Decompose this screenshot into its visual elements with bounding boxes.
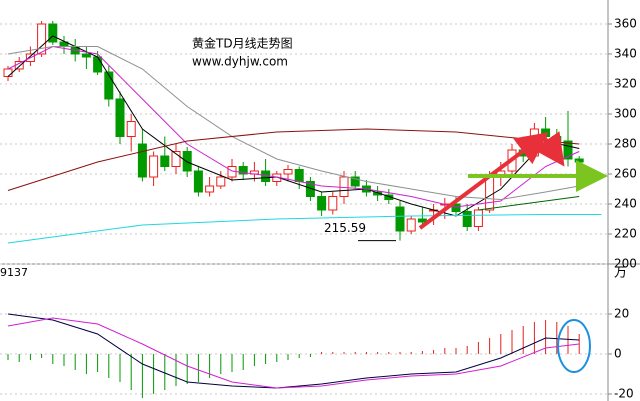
candle-body bbox=[238, 166, 248, 175]
candle-body bbox=[115, 98, 125, 137]
chart-title: 黄金TD月线走势图 bbox=[192, 36, 293, 51]
y-tick-label: 340 bbox=[614, 47, 637, 61]
candle-body bbox=[451, 203, 461, 212]
candle-body bbox=[473, 209, 483, 227]
candle-body bbox=[171, 151, 181, 167]
y-tick-label: 260 bbox=[614, 167, 637, 181]
y-tick-label: 240 bbox=[614, 197, 637, 211]
indicator-line bbox=[7, 35, 580, 217]
candle-body bbox=[205, 185, 215, 193]
arrow-down bbox=[533, 131, 565, 167]
highlight-ellipse bbox=[557, 319, 591, 373]
indicator-line bbox=[478, 196, 580, 211]
y-tick-label: 0 bbox=[614, 347, 622, 361]
candle-body bbox=[137, 143, 147, 178]
candle-body bbox=[339, 176, 349, 197]
candle-body bbox=[462, 211, 472, 227]
chart-subtitle: www.dyhjw.com bbox=[192, 55, 288, 69]
candle-body bbox=[294, 169, 304, 182]
candle-body bbox=[574, 158, 584, 163]
y-tick-label: 20 bbox=[614, 307, 629, 321]
candle-body bbox=[406, 218, 416, 232]
candle-body bbox=[328, 196, 338, 211]
candle-body bbox=[126, 121, 136, 137]
candle-body bbox=[384, 194, 394, 200]
indicator-line bbox=[7, 317, 580, 389]
candle-body bbox=[552, 136, 562, 142]
macd-label: 9137 bbox=[0, 266, 28, 279]
indicator-line bbox=[7, 313, 580, 389]
candle-body bbox=[541, 128, 551, 137]
candle-body bbox=[37, 23, 47, 55]
candle-body bbox=[182, 151, 192, 172]
arrow-up bbox=[418, 132, 549, 230]
candle-body bbox=[395, 206, 405, 232]
indicator-line bbox=[7, 45, 580, 208]
y-tick-label: -20 bbox=[614, 387, 634, 401]
candle-body bbox=[160, 155, 170, 167]
indicator-line bbox=[7, 46, 580, 201]
candle-body bbox=[93, 56, 103, 73]
unit-label: 万 bbox=[614, 266, 627, 281]
candle-body bbox=[104, 71, 114, 100]
y-tick-label: 360 bbox=[614, 17, 637, 31]
candle-body bbox=[81, 53, 91, 58]
y-tick-label: 280 bbox=[614, 137, 637, 151]
candle-body bbox=[216, 176, 226, 187]
candle-body bbox=[350, 176, 360, 187]
candle-body bbox=[373, 191, 383, 196]
candle-body bbox=[317, 196, 327, 211]
candle-body bbox=[305, 181, 315, 197]
candle-body bbox=[3, 68, 13, 77]
candle-body bbox=[193, 170, 203, 193]
candle-body bbox=[48, 23, 58, 43]
y-tick-label: 300 bbox=[614, 107, 637, 121]
indicator-line bbox=[7, 214, 602, 244]
candle-body bbox=[149, 155, 159, 178]
y-tick-label: 220 bbox=[614, 227, 637, 241]
y-tick-label: 320 bbox=[614, 77, 637, 91]
candle-body bbox=[283, 169, 293, 175]
low-annotation: 215.59 bbox=[324, 221, 366, 235]
candle-body bbox=[417, 218, 427, 223]
y-tick-label: 200 bbox=[614, 257, 637, 271]
